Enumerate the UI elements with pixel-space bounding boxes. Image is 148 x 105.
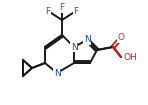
Text: N: N xyxy=(54,68,60,77)
Text: OH: OH xyxy=(123,52,137,62)
Text: N: N xyxy=(84,35,90,45)
Text: F: F xyxy=(45,7,51,16)
Text: N: N xyxy=(71,43,77,51)
Text: F: F xyxy=(73,7,79,16)
Text: F: F xyxy=(59,3,65,12)
Text: O: O xyxy=(118,33,124,43)
